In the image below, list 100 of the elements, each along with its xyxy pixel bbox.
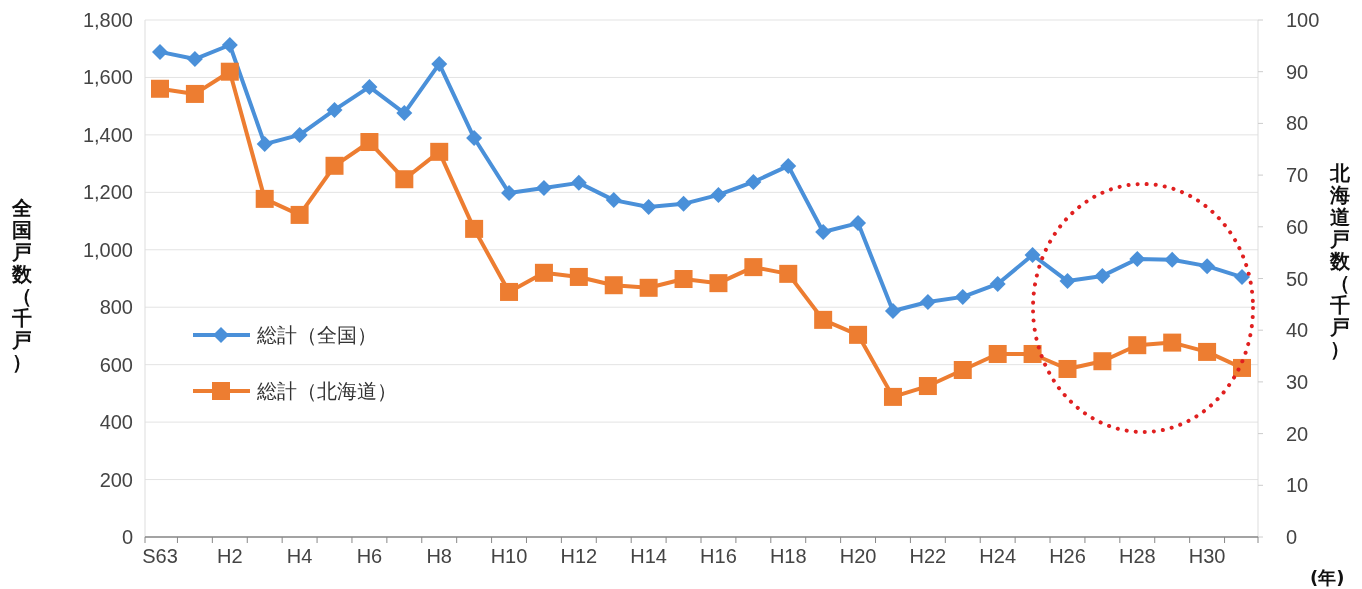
point [779, 264, 798, 283]
point [849, 325, 868, 344]
point [361, 78, 378, 95]
point [220, 62, 239, 81]
point [709, 274, 728, 293]
point [675, 195, 692, 212]
point [534, 263, 553, 282]
point [883, 387, 902, 406]
point [465, 219, 484, 238]
x-tick-label: H24 [979, 545, 1017, 567]
x-tick-label: H26 [1049, 545, 1086, 567]
point [605, 192, 622, 209]
point [255, 189, 274, 208]
point [360, 133, 379, 152]
y2-tick-label: 60 [1286, 215, 1309, 238]
x-tick-label: H28 [1118, 545, 1156, 567]
y-tick-label: 1,200 [82, 181, 133, 204]
point [1094, 267, 1111, 284]
x-tick-label: H6 [356, 545, 383, 567]
y-tick-label: 1,000 [82, 238, 133, 261]
point [1058, 359, 1077, 378]
x-tick-label: H10 [490, 545, 528, 567]
point [570, 174, 587, 191]
point [953, 361, 972, 380]
point [290, 205, 309, 224]
y2-tick-label: 100 [1286, 9, 1320, 31]
point [710, 186, 727, 203]
point [1234, 269, 1250, 286]
x-tick-label: H14 [630, 545, 667, 567]
x-tick-label: H4 [286, 545, 313, 567]
point [744, 258, 763, 277]
point [989, 275, 1006, 292]
point [535, 180, 552, 197]
y-tick-label: 400 [99, 411, 133, 434]
point [814, 310, 833, 329]
point [569, 267, 588, 286]
point [1129, 250, 1146, 267]
y-tick-label: 0 [121, 526, 133, 548]
point [1199, 258, 1216, 275]
point [466, 130, 483, 147]
point [850, 215, 867, 232]
point [674, 270, 693, 289]
y-tick-label: 600 [99, 353, 133, 376]
x-tick-label: H12 [560, 545, 598, 567]
point [1059, 273, 1076, 290]
point [1164, 251, 1181, 268]
y-tick-label: 800 [99, 296, 133, 319]
y2-tick-label: 10 [1286, 474, 1309, 497]
point [1093, 352, 1112, 371]
point [815, 223, 832, 240]
point [604, 276, 623, 295]
point [919, 294, 936, 311]
point [780, 157, 797, 174]
y2-tick-label: 90 [1286, 60, 1309, 83]
x-tick-label: H18 [769, 545, 807, 567]
point [918, 377, 937, 396]
point [1023, 344, 1042, 363]
point [186, 51, 203, 68]
x-tick-label: H22 [909, 545, 947, 567]
y-tick-label: 1,400 [82, 123, 133, 146]
point [884, 302, 901, 319]
y-axis-title: 全国戸数（千戸） [11, 196, 33, 374]
point [221, 36, 238, 53]
point [1024, 246, 1041, 263]
y2-tick-label: 80 [1286, 112, 1309, 135]
x-tick-label: H2 [217, 545, 243, 567]
point [988, 344, 1007, 363]
point [325, 156, 344, 175]
point [1128, 336, 1147, 355]
point [500, 282, 519, 301]
point [152, 43, 168, 60]
point [431, 55, 448, 72]
point [954, 288, 971, 305]
point [1163, 333, 1182, 352]
y2-tick-label: 0 [1286, 526, 1298, 548]
legend-label: 総計（全国） [256, 323, 377, 347]
x-tick-label: H20 [839, 545, 877, 567]
x-tick-label: S63 [142, 545, 178, 567]
point [430, 142, 449, 161]
point [639, 278, 658, 297]
x-tick-label: H30 [1188, 545, 1226, 567]
point [151, 79, 169, 98]
point [256, 136, 273, 153]
point [745, 173, 762, 190]
point [640, 198, 657, 215]
legend-label: 総計（北海道） [256, 379, 397, 403]
point [326, 101, 343, 118]
text: 北海道戸数（千戸） [1330, 161, 1350, 361]
point [185, 84, 204, 103]
x-axis-title: (年) [1310, 567, 1345, 588]
x-tick-label: H8 [426, 545, 453, 567]
y-tick-label: 1,800 [82, 9, 133, 31]
y2-tick-label: 30 [1286, 370, 1309, 393]
point [395, 170, 414, 189]
y-tick-label: 1,600 [82, 66, 133, 89]
y2-tick-label: 20 [1286, 422, 1309, 445]
y-tick-label: 200 [99, 468, 133, 491]
point [396, 105, 413, 122]
point [291, 126, 308, 143]
point [1198, 342, 1217, 361]
